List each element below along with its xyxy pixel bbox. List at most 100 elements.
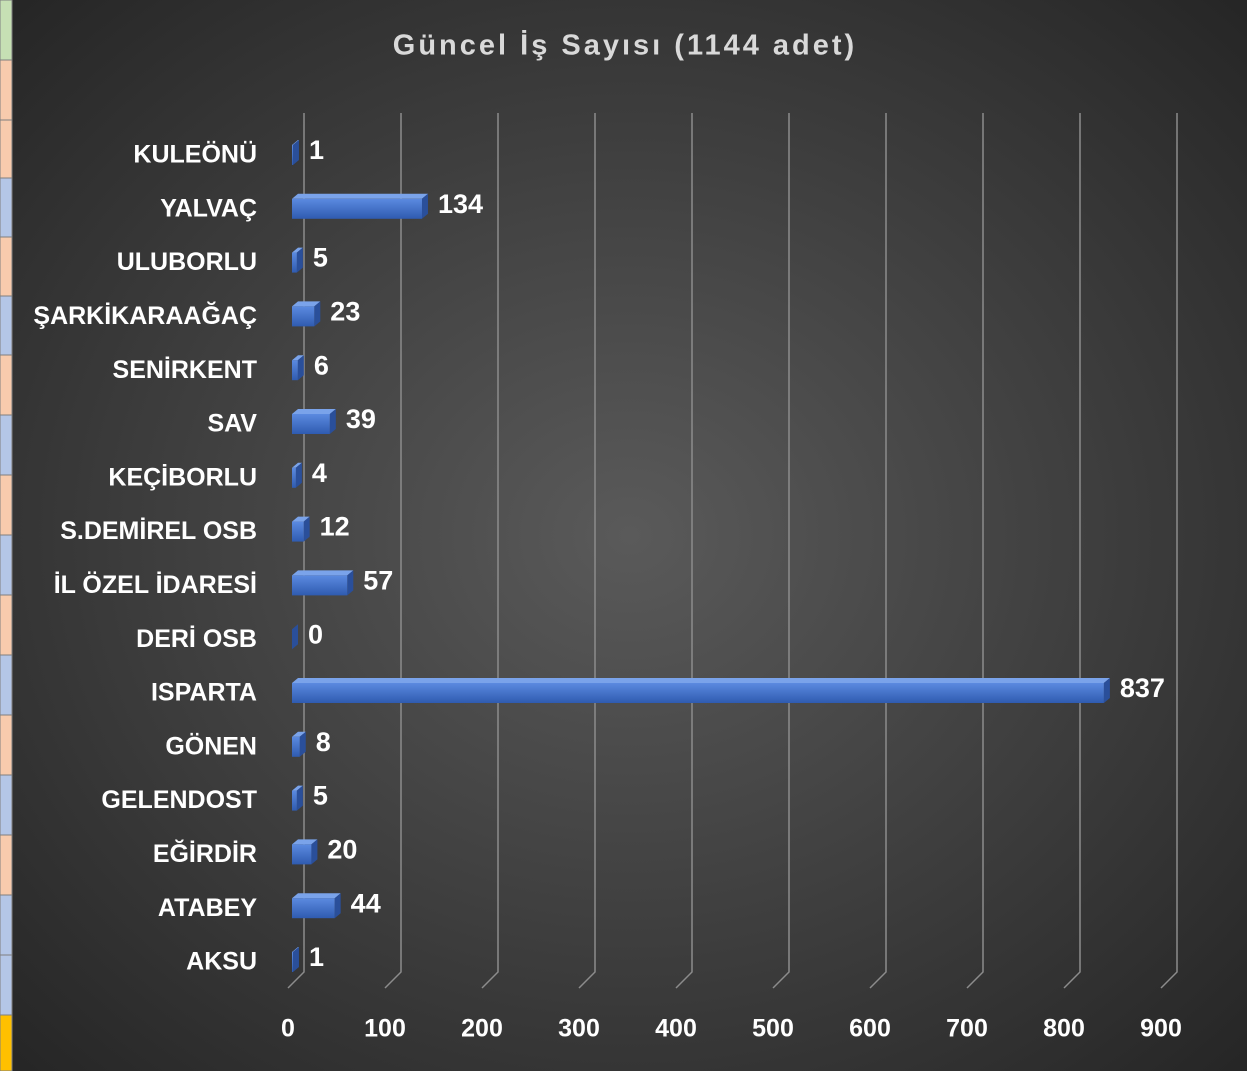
grid-line bbox=[481, 113, 499, 989]
cell bbox=[0, 119, 13, 179]
cell bbox=[0, 414, 13, 476]
chart-title: Güncel İş Sayısı (1144 adet) bbox=[393, 30, 857, 62]
bar bbox=[292, 736, 300, 757]
x-tick-label: 100 bbox=[364, 1015, 406, 1043]
bar-side bbox=[292, 624, 298, 650]
bar-side bbox=[299, 731, 306, 757]
value-label: 1 bbox=[309, 942, 324, 972]
cell bbox=[0, 714, 13, 776]
bar-top bbox=[292, 731, 306, 737]
bar-side bbox=[296, 247, 303, 273]
y-tick-label: ULUBORLU bbox=[117, 248, 257, 276]
bar bbox=[292, 683, 1104, 703]
bar bbox=[292, 844, 312, 865]
bar-side bbox=[421, 193, 428, 219]
cell bbox=[0, 894, 13, 956]
bar-side bbox=[292, 947, 299, 972]
bar bbox=[292, 952, 293, 972]
bar-top bbox=[292, 570, 354, 576]
value-label: 12 bbox=[320, 512, 350, 542]
bar-side bbox=[314, 301, 321, 327]
value-label: 5 bbox=[313, 781, 328, 811]
value-label: 20 bbox=[327, 835, 357, 865]
bar-side bbox=[329, 409, 336, 434]
cell bbox=[0, 774, 13, 836]
x-tick-label: 900 bbox=[1140, 1015, 1182, 1043]
bar bbox=[292, 360, 298, 381]
bar bbox=[292, 575, 348, 596]
value-label: 5 bbox=[313, 243, 328, 273]
x-tick-label: 300 bbox=[558, 1015, 600, 1043]
y-tick-label: AKSU bbox=[186, 948, 257, 976]
grid-line bbox=[675, 113, 693, 989]
value-label: 8 bbox=[316, 727, 331, 757]
grid-line bbox=[287, 113, 305, 989]
cell bbox=[0, 534, 13, 596]
bar bbox=[292, 306, 315, 327]
value-label: 44 bbox=[351, 888, 381, 918]
x-tick-label: 200 bbox=[461, 1015, 503, 1043]
y-tick-label: İL ÖZEL İDARESİ bbox=[54, 570, 257, 599]
cell bbox=[0, 834, 13, 896]
grid-line bbox=[869, 113, 887, 989]
y-tick-label: ATABEY bbox=[158, 894, 257, 922]
cell bbox=[0, 177, 13, 238]
grid-line bbox=[384, 113, 402, 989]
bar-side bbox=[297, 355, 304, 381]
value-label: 57 bbox=[363, 566, 393, 596]
cell bbox=[0, 1014, 13, 1071]
bar-top bbox=[292, 193, 428, 199]
bar-top bbox=[292, 301, 321, 307]
value-label: 837 bbox=[1120, 673, 1165, 703]
bar-side bbox=[296, 785, 303, 811]
bar bbox=[292, 467, 296, 488]
grid-line bbox=[772, 113, 790, 989]
bar bbox=[292, 898, 335, 919]
y-tick-label: KEÇİBORLU bbox=[108, 463, 257, 491]
x-tick-label: 0 bbox=[281, 1015, 295, 1043]
bar-top bbox=[292, 247, 303, 253]
bar-top bbox=[292, 462, 302, 468]
bar bbox=[292, 145, 293, 165]
bar-top bbox=[292, 893, 341, 899]
cell bbox=[0, 295, 13, 356]
bar-top bbox=[292, 409, 336, 414]
bar-side bbox=[292, 140, 299, 165]
bar bbox=[292, 790, 297, 811]
cell bbox=[0, 474, 13, 536]
y-tick-label: KULEÖNÜ bbox=[133, 140, 257, 169]
cell bbox=[0, 0, 13, 61]
plot-background bbox=[12, 0, 1247, 1071]
bar-side bbox=[303, 516, 310, 542]
value-label: 6 bbox=[314, 350, 329, 380]
spreadsheet-strip bbox=[0, 0, 13, 1071]
grid-line bbox=[578, 113, 596, 989]
bar-top bbox=[292, 516, 310, 522]
value-label: 23 bbox=[330, 297, 360, 327]
cell bbox=[0, 59, 13, 121]
bar-top bbox=[292, 947, 299, 952]
value-label: 4 bbox=[312, 458, 327, 488]
grid-line bbox=[966, 113, 984, 989]
bar-top bbox=[292, 839, 318, 845]
bar-side bbox=[334, 893, 341, 919]
bar-top bbox=[292, 140, 299, 145]
y-tick-label: SAV bbox=[207, 410, 257, 438]
x-tick-label: 500 bbox=[752, 1015, 794, 1043]
value-label: 0 bbox=[308, 619, 323, 649]
y-tick-label: YALVAÇ bbox=[160, 194, 257, 222]
bar bbox=[292, 198, 422, 219]
x-tick-label: 700 bbox=[946, 1015, 988, 1043]
bar-top bbox=[292, 678, 1110, 683]
bar bbox=[292, 252, 297, 273]
cell bbox=[0, 354, 13, 416]
bar-top bbox=[292, 785, 303, 791]
y-tick-label: ISPARTA bbox=[151, 679, 257, 707]
value-label: 134 bbox=[438, 189, 483, 219]
value-label: 1 bbox=[309, 135, 324, 165]
cell bbox=[0, 594, 13, 656]
y-tick-label: S.DEMİREL OSB bbox=[60, 517, 257, 545]
y-tick-label: ŞARKİKARAAĞAÇ bbox=[33, 301, 257, 330]
bar-side bbox=[1103, 678, 1110, 703]
